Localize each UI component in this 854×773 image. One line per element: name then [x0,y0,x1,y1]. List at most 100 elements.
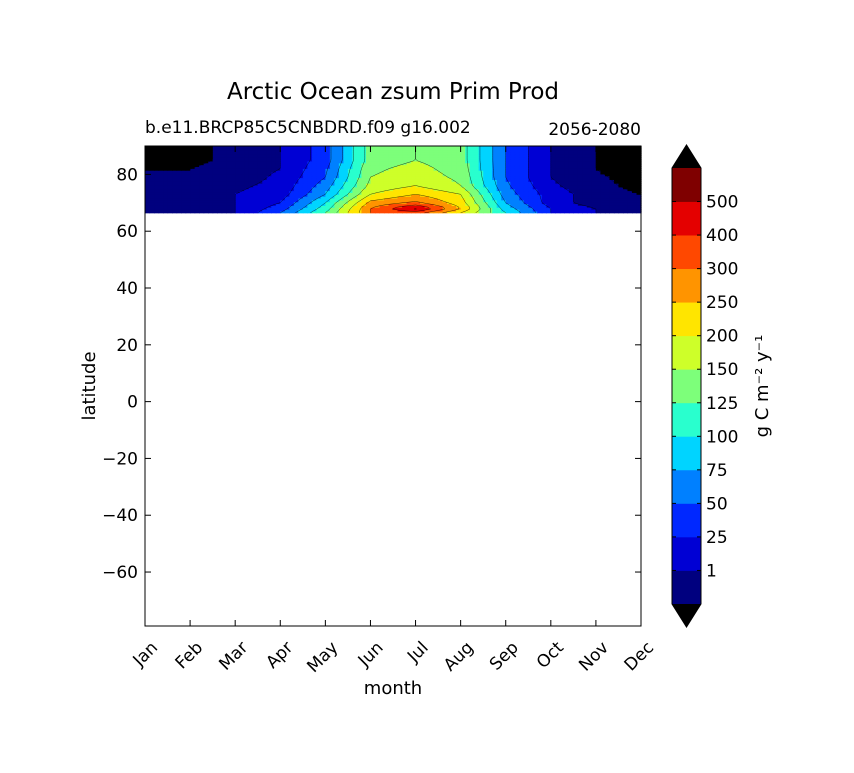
contour-cell [271,183,277,186]
contour-cell [320,155,326,158]
contour-cell [505,196,511,199]
contour-cell [145,173,151,177]
contour-cell [311,207,317,210]
contour-cell [541,166,547,169]
contour-cell [487,210,493,214]
contour-cell [275,149,281,153]
contour-cell [244,173,250,177]
contour-cell [541,153,547,156]
contour-cell [338,209,344,212]
contour-cell [415,199,421,203]
contour-cell [280,183,286,186]
contour-cell [622,209,629,212]
contour-cell [541,199,547,203]
contour-cell [379,158,385,162]
contour-cell [181,183,187,186]
contour-cell [379,146,385,149]
contour-cell [190,177,196,180]
contour-cell [424,190,430,193]
contour-cell [528,162,534,166]
contour-cell [266,188,272,192]
contour-cell [266,149,272,153]
contour-cell [478,196,484,199]
contour-cell [600,207,606,210]
contour-cell [420,164,426,167]
contour-cell [537,196,543,199]
contour-cell [460,175,466,179]
contour-cell [352,164,358,167]
contour-cell [379,194,385,197]
contour-cell [532,188,538,192]
contour-cell [361,149,367,153]
contour-cell [577,155,583,158]
contour-cell [154,205,160,208]
contour-cell [172,175,178,179]
contour-cell [604,147,611,151]
contour-cell [595,199,602,203]
contour-cell [636,157,642,160]
contour-cell [568,146,574,149]
contour-cell [483,168,489,171]
contour-cell [280,160,286,164]
contour-cell [528,209,534,212]
contour-cell [442,175,448,179]
contour-cell [271,181,277,184]
contour-cell [388,201,394,205]
contour-cell [383,147,390,151]
contour-cell [217,196,223,199]
contour-cell [492,177,498,180]
contour-cell [555,194,561,197]
contour-cell [235,157,241,160]
contour-cell [289,194,295,197]
contour-cell [298,201,304,205]
contour-cell [230,168,236,171]
contour-cell [257,186,263,190]
contour-cell [370,184,376,188]
contour-cell [460,186,466,190]
contour-cell [510,197,516,201]
contour-cell [402,179,408,182]
contour-cell [203,153,209,156]
contour-cell [181,168,187,171]
contour-cell [212,168,218,171]
contour-cell [370,157,376,160]
contour-cell [271,209,277,212]
contour-cell [478,209,484,212]
contour-cell [591,209,597,212]
contour-cell [280,210,286,214]
contour-cell [217,199,223,203]
contour-cell [172,186,178,190]
contour-cell [514,146,520,149]
contour-cell [311,188,317,192]
contour-cell [456,210,462,214]
contour-cell [568,177,574,180]
contour-cell [496,171,502,175]
x-tick-label: Sep [486,638,523,675]
contour-cell [338,147,344,151]
contour-cell [577,209,583,212]
contour-cell [226,158,232,162]
contour-cell [483,177,489,180]
contour-cell [185,177,191,180]
contour-cell [492,192,498,195]
contour-cell [469,153,475,156]
x-tick-label: Apr [262,638,297,673]
contour-cell [559,184,565,188]
contour-cell [307,181,313,184]
contour-cell [600,199,606,203]
contour-cell [361,197,367,201]
contour-cell [217,201,223,205]
contour-cell [460,190,466,193]
contour-cell [393,188,399,192]
contour-cell [379,199,385,203]
contour-cell [262,151,268,155]
contour-cell [374,190,381,193]
contour-cell [568,194,574,197]
contour-cell [451,155,457,158]
contour-cell [519,210,525,214]
x-tick-label: Aug [440,638,478,676]
contour-cell [474,203,480,206]
contour-cell [519,205,525,208]
x-tick-label: Jun [354,638,388,672]
